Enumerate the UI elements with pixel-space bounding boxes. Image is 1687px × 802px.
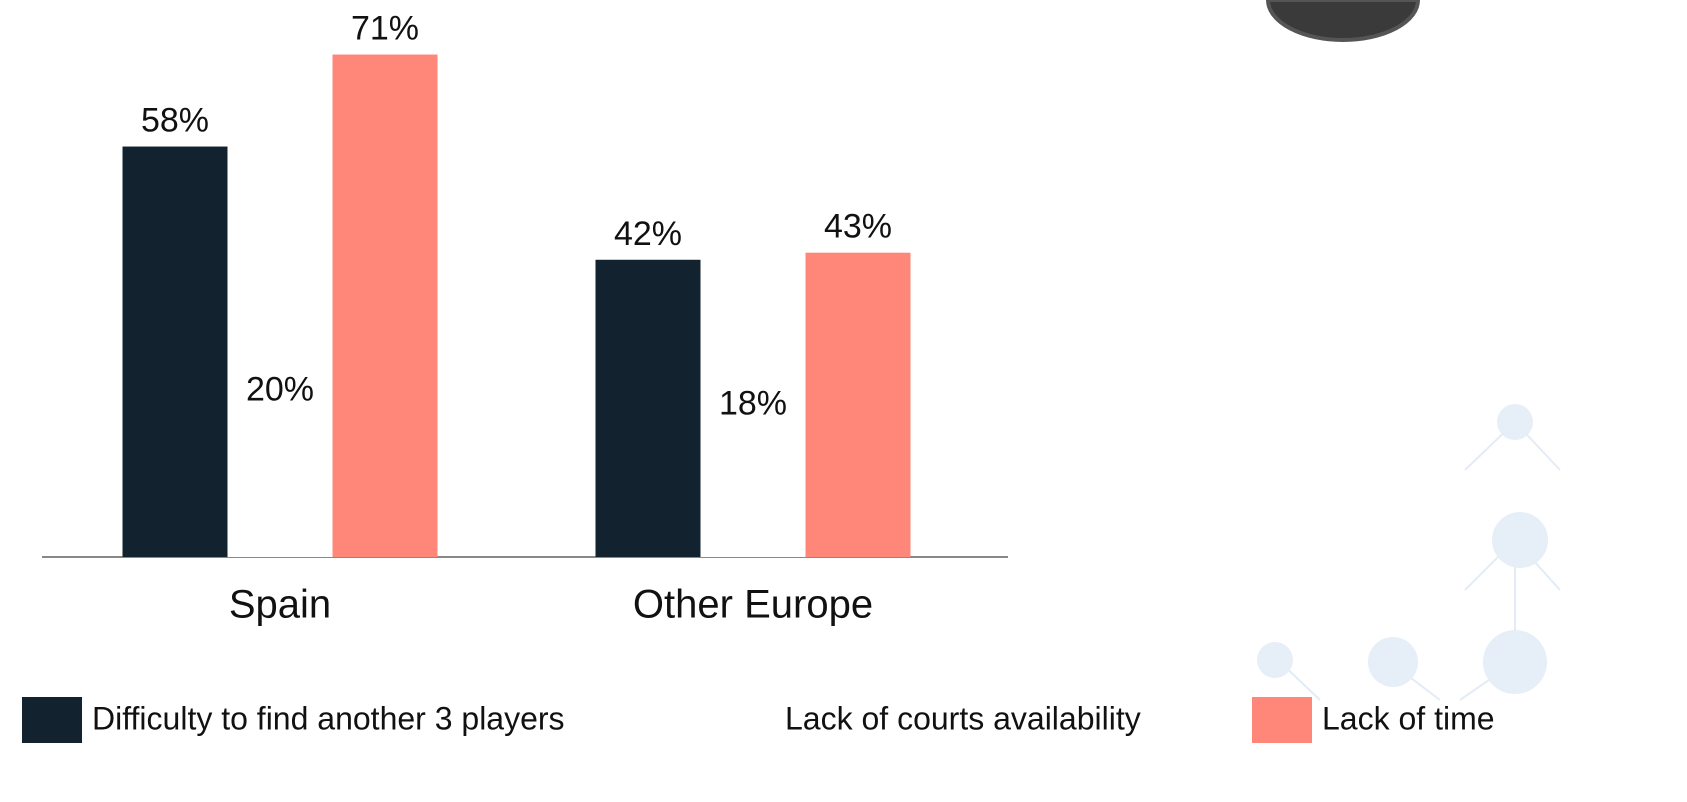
- value-label: 18%: [719, 385, 787, 423]
- legend-swatch: [1252, 697, 1312, 743]
- legend-swatch: [715, 697, 775, 743]
- legend-label: Lack of time: [1322, 700, 1495, 736]
- legend-swatch: [22, 697, 82, 743]
- bar: [700, 429, 806, 557]
- legend-label: Difficulty to find another 3 players: [92, 700, 565, 736]
- x-tick-label: Spain: [229, 583, 331, 627]
- legend-label: Lack of courts availability: [785, 700, 1141, 736]
- bar: [595, 259, 701, 557]
- bar: [332, 54, 438, 558]
- x-tick-label: Other Europe: [633, 583, 873, 627]
- decoration: [1257, 0, 1561, 701]
- value-label: 71%: [351, 10, 419, 48]
- value-label: 43%: [824, 208, 892, 246]
- bar: [122, 146, 228, 558]
- corner-circle: [1265, 0, 1421, 42]
- value-label: 58%: [141, 102, 209, 140]
- bar: [805, 252, 911, 557]
- value-label: 20%: [246, 370, 314, 408]
- bar: [227, 415, 333, 557]
- value-label: 42%: [614, 215, 682, 253]
